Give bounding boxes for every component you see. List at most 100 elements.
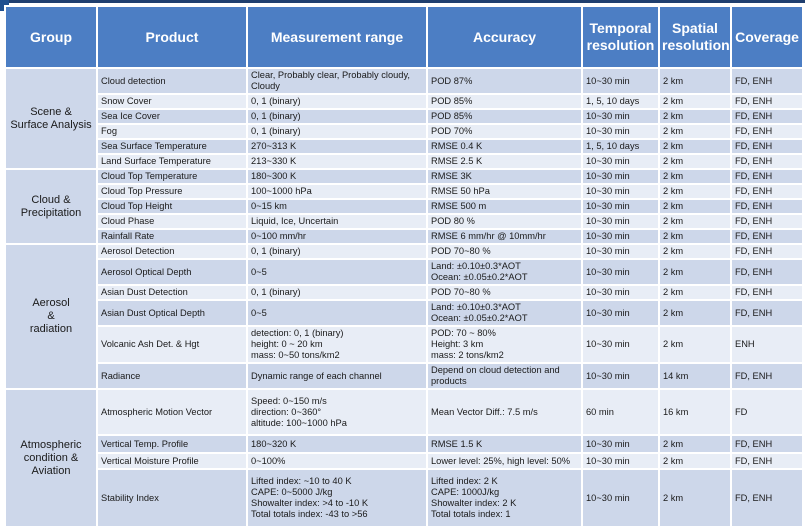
- table-row: Cloud Top Pressure 100~1000 hPa RMSE 50 …: [5, 183, 804, 200]
- temporal-cell: 10~30 min: [581, 258, 660, 286]
- coverage-cell: FD, ENH: [730, 284, 804, 301]
- coverage-cell: FD, ENH: [730, 299, 804, 327]
- product-cell: Fog: [96, 123, 248, 140]
- group-scene: Scene & Surface Analysis: [4, 67, 98, 170]
- temporal-cell: 10~30 min: [581, 362, 660, 390]
- coverage-cell: FD, ENH: [730, 434, 804, 454]
- range-cell: Speed: 0~150 m/s direction: 0~360° altit…: [246, 388, 428, 436]
- product-cell: Aerosol Optical Depth: [96, 258, 248, 286]
- spatial-cell: 2 km: [658, 299, 732, 327]
- accuracy-line: POD: 70 ~ 80%: [431, 328, 496, 338]
- accuracy-line: products: [431, 376, 467, 386]
- top-rule: [0, 0, 805, 3]
- range-cell: 0, 1 (binary): [246, 93, 428, 110]
- product-cell: Sea Surface Temperature: [96, 138, 248, 155]
- accuracy-cell: POD 80 %: [426, 213, 583, 230]
- accuracy-cell: Depend on cloud detection and products: [426, 362, 583, 390]
- range-line: height: 0 ~ 20 km: [251, 339, 323, 349]
- table-row: Cloud Top Height 0~15 km RMSE 500 m 10~3…: [5, 198, 804, 215]
- accuracy-line: mass: 2 tons/km2: [431, 350, 504, 360]
- accuracy-cell: RMSE 6 mm/hr @ 10mm/hr: [426, 228, 583, 245]
- coverage-cell: FD, ENH: [730, 362, 804, 390]
- product-cell: Asian Dust Detection: [96, 284, 248, 301]
- header-accuracy: Accuracy: [426, 5, 583, 69]
- product-cell: Aerosol Detection: [96, 243, 248, 260]
- accuracy-cell: Land: ±0.10±0.3*AOT Ocean: ±0.05±0.2*AOT: [426, 299, 583, 327]
- range-line: mass: 0~50 tons/km2: [251, 350, 340, 360]
- table-row: Asian Dust Optical Depth 0~5 Land: ±0.10…: [5, 299, 804, 327]
- product-cell: Land Surface Temperature: [96, 153, 248, 170]
- table-row: Atmospheric condition & Aviation Atmosph…: [4, 388, 804, 528]
- range-line: detection: 0, 1 (binary): [251, 328, 344, 338]
- spatial-cell: 2 km: [658, 138, 732, 155]
- coverage-cell: FD, ENH: [730, 67, 804, 95]
- range-cell: 0~5: [246, 258, 428, 286]
- spatial-cell: 2 km: [658, 284, 732, 301]
- coverage-cell: FD, ENH: [730, 108, 804, 125]
- header-row: Group Product Measurement range Accuracy…: [4, 5, 804, 69]
- temporal-cell: 10~30 min: [581, 123, 660, 140]
- spatial-cell: 2 km: [658, 93, 732, 110]
- table-row: Snow Cover 0, 1 (binary) POD 85% 1, 5, 1…: [5, 93, 804, 110]
- group-cloud: Cloud & Precipitation: [4, 168, 98, 245]
- accuracy-line: CAPE: 1000J/kg: [431, 487, 500, 497]
- product-cell: Stability Index: [96, 468, 248, 528]
- product-cell: Cloud Phase: [96, 213, 248, 230]
- spatial-cell: 2 km: [658, 228, 732, 245]
- coverage-cell: FD, ENH: [730, 258, 804, 286]
- accuracy-cell: Land: ±0.10±0.3*AOT Ocean: ±0.05±0.2*AOT: [426, 258, 583, 286]
- temporal-cell: 10~30 min: [581, 198, 660, 215]
- spatial-cell: 2 km: [658, 243, 732, 260]
- range-cell: 100~1000 hPa: [246, 183, 428, 200]
- table-row: Fog 0, 1 (binary) POD 70% 10~30 min 2 km…: [5, 123, 804, 140]
- range-cell: 180~300 K: [246, 168, 428, 185]
- temporal-cell: 10~30 min: [581, 228, 660, 245]
- accuracy-line: Depend on cloud detection and: [431, 365, 560, 375]
- coverage-cell: FD, ENH: [730, 228, 804, 245]
- coverage-cell: FD, ENH: [730, 153, 804, 170]
- range-line: direction: 0~360°: [251, 406, 322, 417]
- coverage-cell: FD: [730, 388, 804, 436]
- coverage-cell: FD, ENH: [730, 138, 804, 155]
- temporal-cell: 60 min: [581, 388, 660, 436]
- accuracy-cell: POD 70~80 %: [426, 284, 583, 301]
- product-cell: Cloud detection: [96, 67, 248, 95]
- spatial-cell: 2 km: [658, 434, 732, 454]
- group-atmo: Atmospheric condition & Aviation: [4, 388, 98, 528]
- product-cell: Cloud Top Pressure: [96, 183, 248, 200]
- accuracy-cell: POD 70~80 %: [426, 243, 583, 260]
- coverage-cell: FD, ENH: [730, 468, 804, 528]
- coverage-cell: FD, ENH: [730, 183, 804, 200]
- temporal-cell: 10~30 min: [581, 284, 660, 301]
- range-cell: 213~330 K: [246, 153, 428, 170]
- accuracy-cell: Mean Vector Diff.: 7.5 m/s: [426, 388, 583, 436]
- group-aerosol: Aerosol & radiation: [4, 243, 98, 390]
- temporal-cell: 10~30 min: [581, 434, 660, 454]
- accuracy-cell: POD: 70 ~ 80% Height: 3 km mass: 2 tons/…: [426, 325, 583, 364]
- product-cell: Rainfall Rate: [96, 228, 248, 245]
- accuracy-cell: POD 70%: [426, 123, 583, 140]
- product-cell: Vertical Moisture Profile: [96, 452, 248, 470]
- temporal-cell: 10~30 min: [581, 168, 660, 185]
- header-group: Group: [4, 5, 98, 69]
- product-cell: Snow Cover: [96, 93, 248, 110]
- range-cell: Clear, Probably clear, Probably cloudy, …: [246, 67, 428, 95]
- spatial-cell: 14 km: [658, 362, 732, 390]
- spatial-cell: 2 km: [658, 183, 732, 200]
- spatial-cell: 2 km: [658, 468, 732, 528]
- header-range: Measurement range: [246, 5, 428, 69]
- accuracy-cell: RMSE 1.5 K: [426, 434, 583, 454]
- accuracy-cell: Lifted index: 2 K CAPE: 1000J/kg Showalt…: [426, 468, 583, 528]
- coverage-cell: FD, ENH: [730, 452, 804, 470]
- accuracy-line: Land: ±0.10±0.3*AOT: [431, 261, 521, 271]
- table-row: Aerosol Optical Depth 0~5 Land: ±0.10±0.…: [5, 258, 804, 286]
- accuracy-line: Total totals index: 1: [431, 509, 511, 519]
- accuracy-cell: RMSE 2.5 K: [426, 153, 583, 170]
- spatial-cell: 2 km: [658, 452, 732, 470]
- range-cell: 0, 1 (binary): [246, 243, 428, 260]
- range-line: Total totals index: -43 to >56: [251, 509, 368, 519]
- temporal-cell: 10~30 min: [581, 153, 660, 170]
- accuracy-cell: POD 85%: [426, 108, 583, 125]
- temporal-cell: 10~30 min: [581, 243, 660, 260]
- table-row: Land Surface Temperature 213~330 K RMSE …: [5, 153, 804, 170]
